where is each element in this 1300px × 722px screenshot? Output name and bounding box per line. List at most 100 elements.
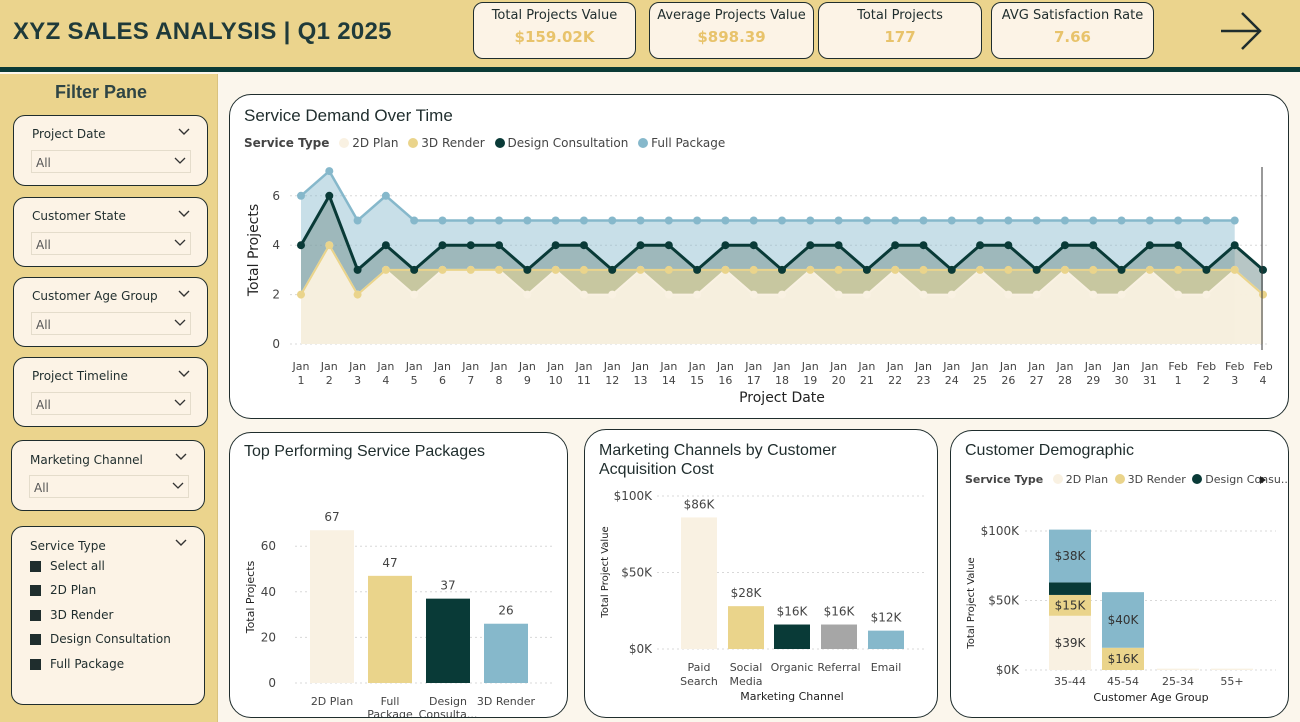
data-label: 47 [382, 556, 397, 570]
bar-segment [1211, 668, 1253, 670]
kpi-card-average-value: Average Projects Value $898.39 [649, 2, 814, 59]
chevron-down-icon [174, 399, 186, 406]
y-tick-label: $100K [614, 489, 654, 503]
y-tick-label: 0 [272, 337, 280, 351]
x-tick-label: 27 [1030, 374, 1044, 387]
x-tick-label: Jan [490, 360, 508, 373]
data-point [1202, 290, 1211, 299]
data-point [551, 265, 560, 274]
data-point [664, 290, 673, 299]
y-axis-title: Total Project Value [600, 526, 611, 618]
series-line [300, 169, 1235, 223]
arrow-right-icon[interactable] [1216, 8, 1266, 54]
x-tick-label: 55+ [1220, 675, 1243, 688]
data-point [947, 265, 956, 274]
chevron-down-icon[interactable] [177, 288, 191, 300]
bar-segment [1157, 668, 1199, 670]
x-tick-label: Jan [348, 360, 366, 373]
legend-item[interactable]: 3D Render [408, 136, 485, 150]
data-point [1259, 290, 1267, 299]
slicer-dropdown[interactable]: All [31, 312, 191, 335]
legend-dot-icon [1114, 474, 1125, 484]
data-point [806, 265, 815, 274]
y-axis-title: Total Project Value [966, 557, 977, 649]
kpi-value: $159.02K [514, 28, 595, 46]
data-point [495, 216, 504, 225]
x-tick-label: Design [429, 695, 467, 708]
slicer-label: Service Type [30, 539, 106, 553]
x-tick-label: Referral [817, 661, 860, 674]
data-point [636, 265, 645, 274]
legend-item[interactable]: Full Package [638, 136, 725, 150]
checkbox-label: Select all [50, 559, 105, 573]
chevron-down-icon[interactable] [174, 537, 188, 549]
legend-item[interactable]: 2D Plan [339, 136, 398, 150]
top-packages-card: Top Performing Service Packages 0 20 40 60 6… [229, 432, 568, 718]
y-tick-label: $0K [629, 642, 653, 656]
slicer-dropdown[interactable]: All [31, 150, 191, 173]
checkbox-icon [30, 634, 41, 645]
x-tick-label: 25-34 [1162, 675, 1194, 688]
data-point [1230, 241, 1239, 250]
data-point [297, 241, 305, 250]
legend-item[interactable]: Design Consu... [1192, 473, 1288, 486]
data-label: $12K [871, 611, 903, 625]
x-tick-label: 3D Render [477, 695, 536, 708]
x-tick-label: Jan [631, 360, 649, 373]
slicer-value: All [34, 481, 49, 495]
bar [821, 624, 857, 649]
data-point [693, 265, 702, 274]
data-point [1230, 265, 1239, 274]
y-axis-title: Total Projects [244, 560, 257, 634]
x-tick-label: Jan [716, 360, 734, 373]
service-demand-card: Service Demand Over Time Service Type 2D… [229, 94, 1289, 419]
data-point [1089, 241, 1098, 250]
x-tick-label: Email [871, 661, 902, 674]
chevron-down-icon[interactable] [177, 126, 191, 138]
chevron-down-icon[interactable] [177, 208, 191, 220]
x-tick-label: 8 [496, 374, 503, 387]
data-label: $28K [731, 586, 763, 600]
data-point [806, 216, 815, 225]
data-point [1032, 265, 1041, 274]
data-point [579, 216, 588, 225]
x-tick-label: 9 [524, 374, 531, 387]
chevron-down-icon [172, 482, 184, 489]
legend-item[interactable]: 3D Render [1114, 473, 1186, 486]
data-point [1259, 265, 1267, 274]
bar-segment [1102, 647, 1144, 670]
data-label: $16K [777, 605, 809, 619]
x-tick-label: Jan [1055, 360, 1073, 373]
data-point [410, 290, 419, 299]
legend-item[interactable]: 2D Plan [1052, 473, 1108, 486]
legend-label: 3D Render [421, 136, 485, 150]
checkbox-label: 2D Plan [50, 583, 97, 597]
slicer-service-type: Service Type Select all 2D Plan 3D Rende… [11, 526, 205, 705]
data-point [862, 290, 871, 299]
slicer-value: All [36, 156, 51, 170]
data-point [1145, 216, 1154, 225]
slicer-dropdown[interactable]: All [31, 392, 191, 415]
slicer-dropdown[interactable]: All [29, 475, 189, 498]
kpi-label: Total Projects Value [491, 8, 618, 23]
data-point [523, 216, 532, 225]
data-point [636, 241, 645, 250]
chevron-down-icon[interactable] [177, 368, 191, 380]
x-tick-label: Jan [1112, 360, 1130, 373]
data-label: $15K [1055, 598, 1087, 612]
slicer-dropdown[interactable]: All [31, 232, 191, 255]
data-point [778, 290, 786, 299]
legend-item[interactable]: Design Consultation [494, 136, 628, 150]
legend-next-icon[interactable] [1259, 475, 1267, 485]
data-point [976, 216, 985, 225]
x-tick-label: Full [381, 695, 400, 708]
bar [774, 624, 810, 649]
x-tick-label: 24 [945, 374, 959, 387]
chevron-down-icon[interactable] [174, 451, 188, 463]
x-tick-label: 28 [1058, 374, 1072, 387]
x-tick-label: 25 [973, 374, 987, 387]
x-tick-label: Feb [1253, 360, 1272, 373]
bar [728, 606, 764, 649]
x-tick-label: Jan [999, 360, 1017, 373]
